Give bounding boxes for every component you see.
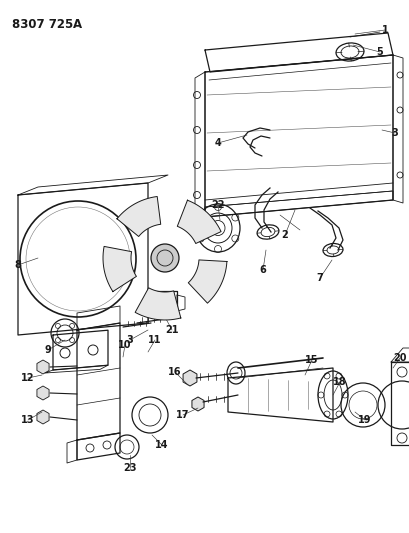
Text: 2: 2 (281, 230, 288, 240)
Text: 8: 8 (15, 260, 21, 270)
Text: 9: 9 (45, 345, 51, 355)
Text: 7: 7 (316, 273, 323, 283)
Text: 1: 1 (381, 25, 387, 35)
Polygon shape (188, 260, 226, 303)
Text: 17: 17 (176, 410, 189, 420)
Text: 23: 23 (123, 463, 137, 473)
Circle shape (151, 244, 179, 272)
Text: 21: 21 (165, 325, 178, 335)
Text: 8307 725: 8307 725 (12, 18, 73, 31)
Text: 20: 20 (392, 353, 406, 363)
Text: 10: 10 (118, 340, 131, 350)
Text: 16: 16 (168, 367, 181, 377)
Text: 18: 18 (333, 377, 346, 387)
Text: 3: 3 (391, 128, 398, 138)
Text: 12: 12 (21, 373, 35, 383)
Text: 13: 13 (21, 415, 35, 425)
Text: 3: 3 (126, 335, 133, 345)
Text: 14: 14 (155, 440, 169, 450)
Text: 5: 5 (376, 47, 382, 57)
Polygon shape (103, 246, 136, 292)
Text: 4: 4 (214, 138, 221, 148)
Text: 19: 19 (357, 415, 371, 425)
Text: A: A (73, 18, 82, 31)
Text: 22: 22 (211, 200, 224, 210)
Text: 6: 6 (259, 265, 266, 275)
Text: 11: 11 (148, 335, 162, 345)
Polygon shape (135, 288, 180, 320)
Polygon shape (117, 197, 160, 237)
Polygon shape (177, 200, 220, 244)
Text: 15: 15 (305, 355, 318, 365)
